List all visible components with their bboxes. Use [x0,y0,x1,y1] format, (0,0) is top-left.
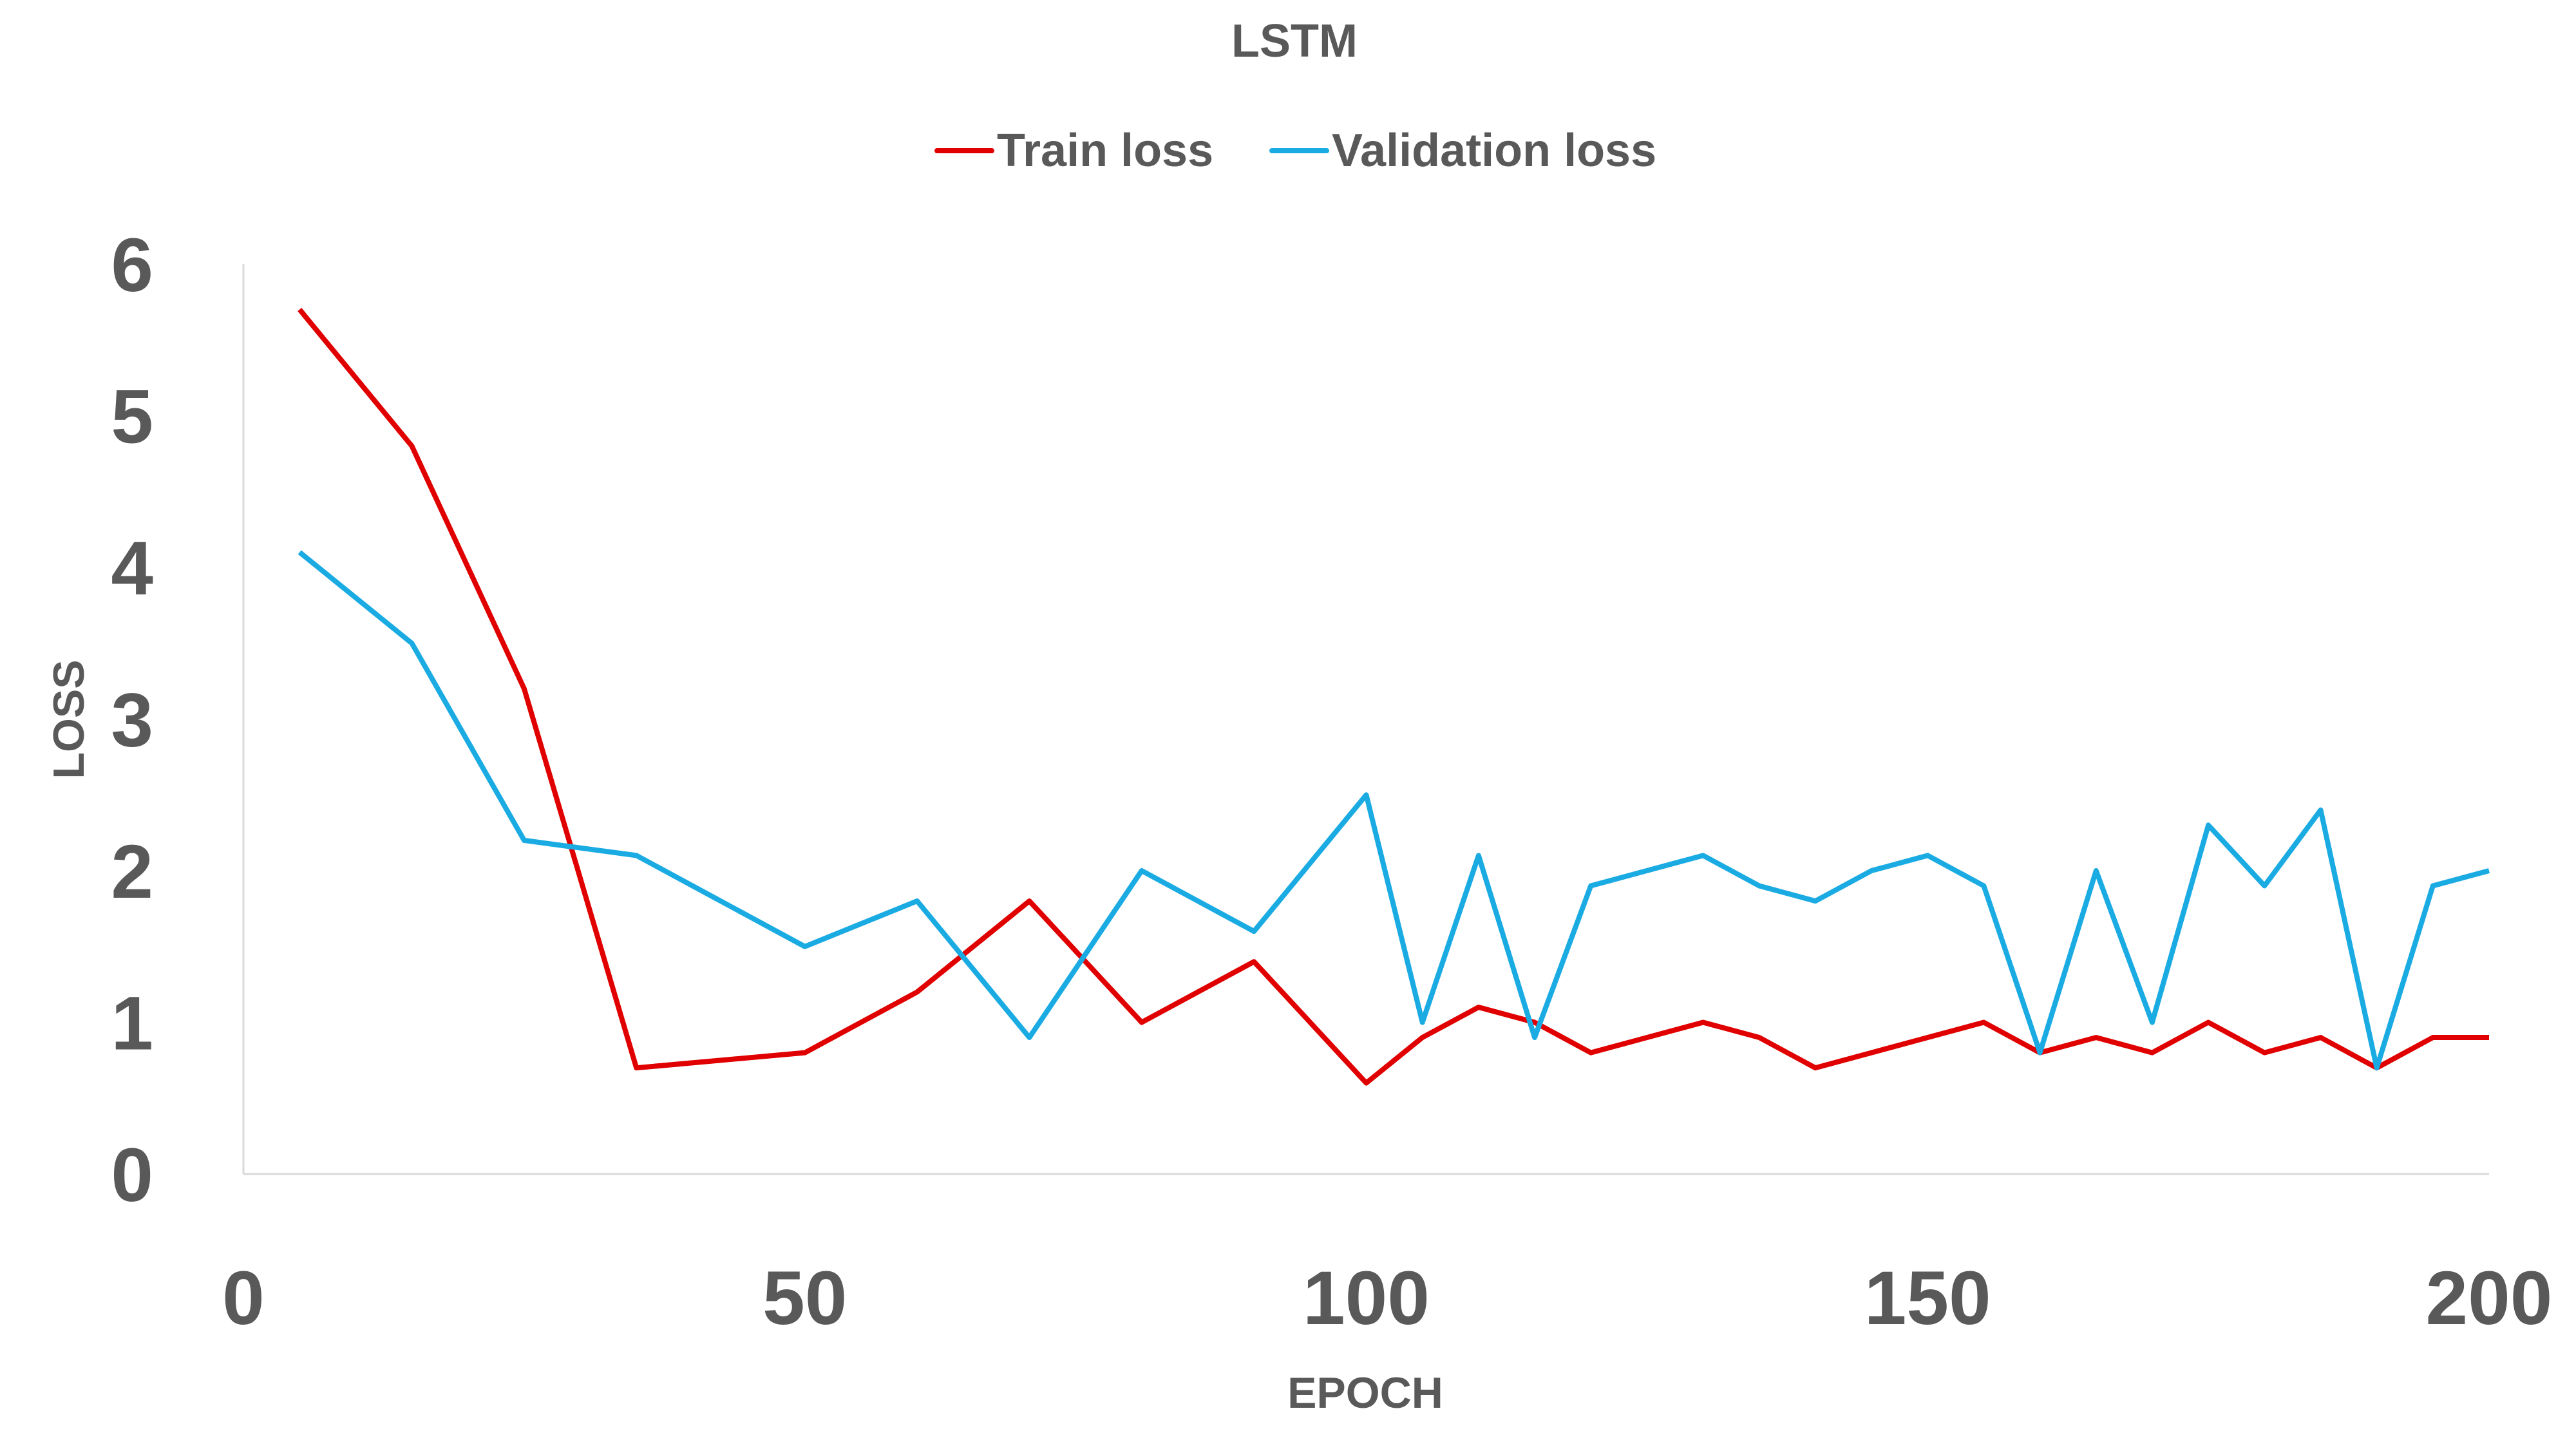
y-tick-label: 2 [111,829,153,914]
series-layer [298,308,2490,1086]
y-tick-label: 6 [111,223,153,308]
series-line-validation-loss [298,550,2490,1071]
x-tick-label: 50 [762,1256,847,1341]
x-axis-title: EPOCH [1287,1368,1443,1417]
legend: Train loss Validation loss [934,125,1656,176]
x-tick-label: 150 [1864,1256,1991,1341]
chart-title: LSTM [1231,15,1358,67]
x-tick-label: 0 [222,1256,265,1341]
x-tick-label: 200 [2426,1256,2553,1341]
y-tick-label: 4 [111,526,153,611]
y-tick-label: 0 [111,1133,153,1218]
y-tick-labels: 0 1 2 3 4 5 6 [111,223,153,1218]
y-tick-label: 5 [111,375,153,460]
y-tick-label: 3 [111,678,153,763]
series-line-train-loss [298,308,2489,1086]
y-axis-title: LOSS [44,659,93,779]
y-tick-label: 1 [111,981,153,1066]
x-tick-labels: 0 50 100 150 200 [222,1256,2552,1341]
legend-label-train: Train loss [997,125,1213,176]
x-tick-label: 100 [1303,1256,1430,1341]
legend-label-validation: Validation loss [1332,125,1656,176]
